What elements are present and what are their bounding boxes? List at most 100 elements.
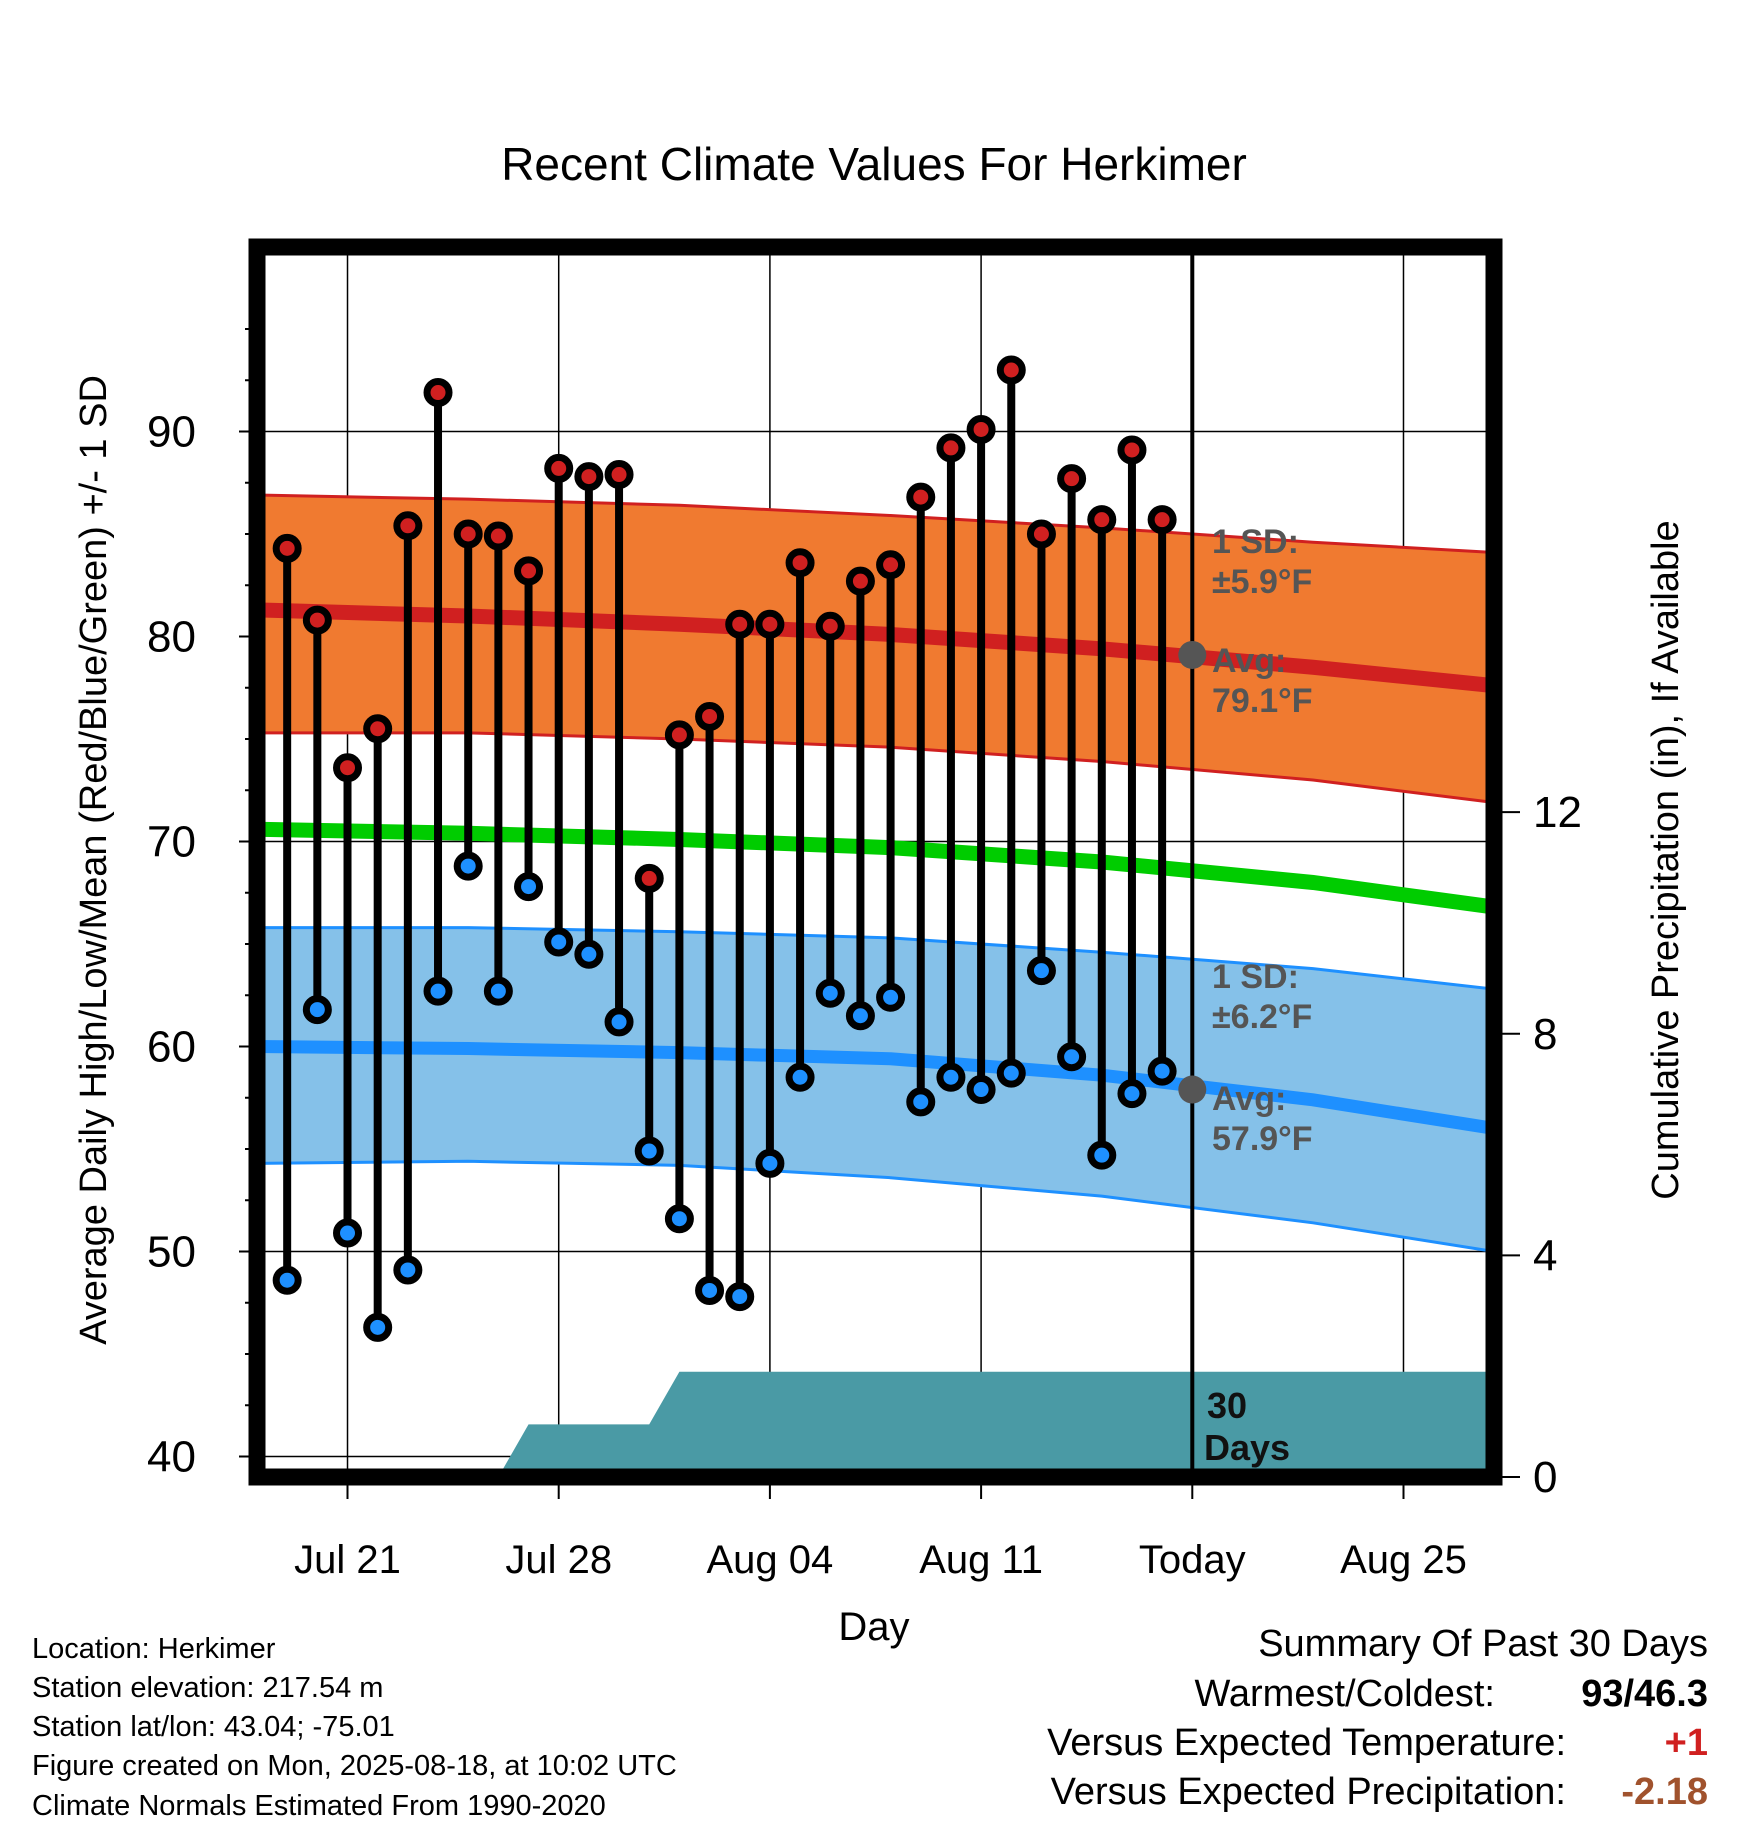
y-tick-label: 90 — [147, 408, 196, 457]
low-sd-band — [257, 927, 1494, 1252]
precip-vs-expected-label: Versus Expected Precipitation: — [1050, 1771, 1566, 1813]
daily-low-point — [996, 1058, 1026, 1088]
daily-high-point — [634, 863, 664, 893]
x-tick-label: Jul 21 — [294, 1538, 401, 1582]
grid-lines — [257, 247, 1494, 1477]
low-sd-band-lower-edge — [257, 1159, 1494, 1253]
y2-axis-label: Cumulative Precipitation (in), If Availa… — [1645, 520, 1687, 1199]
daily-high-point — [1117, 435, 1147, 465]
daily-high-point — [363, 714, 393, 744]
daily-high-point — [1147, 505, 1177, 535]
daily-high-point — [393, 511, 423, 541]
daily-low-point — [845, 1001, 875, 1031]
daily-low-point — [876, 982, 906, 1012]
precipitation-fill — [257, 1371, 1494, 1477]
daily-high-point — [514, 556, 544, 586]
normals-info: Climate Normals Estimated From 1990-2020 — [32, 1790, 606, 1822]
daily-low-point — [1026, 956, 1056, 986]
high-sd-value: ±5.9°F — [1212, 563, 1312, 601]
temp-vs-expected-value: +1 — [1664, 1722, 1708, 1764]
precipitation-area — [257, 1371, 1494, 1477]
daily-high-point — [725, 609, 755, 639]
daily-low-point — [1057, 1042, 1087, 1072]
daily-low-point — [1117, 1079, 1147, 1109]
daily-low-point — [333, 1218, 363, 1248]
daily-high-point — [664, 720, 694, 750]
daily-low-point — [1147, 1056, 1177, 1086]
daily-low-point — [604, 1007, 634, 1037]
plot-frame — [248, 238, 1503, 1486]
y-tick-label: 80 — [147, 613, 196, 662]
y2-tick-label: 12 — [1533, 788, 1582, 837]
y2-tick-label: 8 — [1533, 1010, 1557, 1059]
x-tick-label: Aug 25 — [1340, 1538, 1467, 1582]
daily-high-point — [1026, 519, 1056, 549]
daily-high-point — [272, 533, 302, 563]
x-tick-label: Today — [1139, 1538, 1246, 1582]
low-normal-line — [257, 1040, 1494, 1135]
daily-high-point — [1057, 464, 1087, 494]
created-info: Figure created on Mon, 2025-08-18, at 10… — [32, 1750, 677, 1782]
daily-low-point — [1087, 1140, 1117, 1170]
daily-high-point — [996, 355, 1026, 385]
daily-high-point — [604, 460, 634, 490]
precip-vs-expected-value: -2.18 — [1621, 1771, 1708, 1813]
daily-low-point — [272, 1265, 302, 1295]
y-tick-label: 60 — [147, 1023, 196, 1072]
daily-high-point — [483, 521, 513, 551]
y-tick-label: 70 — [147, 818, 196, 867]
daily-high-point — [695, 701, 725, 731]
x-axis-ticks: Jul 21 Jul 28 Aug 04 Aug 11 Today Aug 25 — [294, 1485, 1467, 1582]
x-tick-label: Jul 28 — [505, 1538, 612, 1582]
daily-high-point — [574, 462, 604, 492]
daily-low-point — [544, 927, 574, 957]
high-sd-label: 1 SD: — [1212, 523, 1299, 561]
daily-high-point — [785, 548, 815, 578]
daily-low-point — [363, 1312, 393, 1342]
low-sd-label: 1 SD: — [1212, 958, 1299, 996]
daily-low-point — [966, 1075, 996, 1105]
daily-high-point — [936, 433, 966, 463]
daily-low-point — [725, 1282, 755, 1312]
y-tick-label: 50 — [147, 1228, 196, 1277]
daily-high-point — [423, 378, 453, 408]
daily-low-point — [936, 1062, 966, 1092]
x-axis-label: Day — [838, 1605, 909, 1649]
daily-high-point — [906, 482, 936, 512]
warmest-coldest-label: Warmest/Coldest: — [1194, 1673, 1495, 1715]
y2-tick-label: 0 — [1533, 1453, 1557, 1502]
daily-low-point — [453, 851, 483, 881]
high-avg-label: Avg: — [1212, 642, 1286, 680]
y-axis-label: Average Daily High/Low/Mean (Red/Blue/Gr… — [73, 375, 115, 1345]
daily-low-point — [393, 1255, 423, 1285]
daily-high-point — [755, 609, 785, 639]
high-sd-band — [257, 495, 1494, 803]
temp-vs-expected-label: Versus Expected Temperature: — [1047, 1722, 1566, 1764]
daily-low-point — [695, 1275, 725, 1305]
x-tick-label: Aug 11 — [919, 1538, 1043, 1582]
normal-annotations: 1 SD: ±5.9°F Avg: 79.1°F 1 SD: ±6.2°F Av… — [1204, 523, 1313, 1468]
location-info: Location: Herkimer — [32, 1633, 276, 1665]
elevation-info: Station elevation: 217.54 m — [32, 1672, 384, 1704]
daily-high-point — [544, 453, 574, 483]
daily-high-point — [815, 611, 845, 641]
x-tick-label: Aug 04 — [707, 1538, 834, 1582]
daily-low-point — [634, 1136, 664, 1166]
warmest-coldest-value: 93/46.3 — [1581, 1673, 1708, 1715]
daily-high-point — [302, 605, 332, 635]
daily-low-point — [755, 1148, 785, 1178]
low-avg-value: 57.9°F — [1212, 1120, 1313, 1158]
daily-observations — [272, 355, 1177, 1342]
daily-high-point — [966, 414, 996, 444]
y-axis-ticks: 40 50 60 70 80 90 — [147, 328, 249, 1482]
daily-low-point — [574, 939, 604, 969]
y-tick-label: 40 — [147, 1433, 196, 1482]
low-avg-marker — [1178, 1075, 1207, 1104]
low-avg-label: Avg: — [1212, 1080, 1286, 1118]
daily-high-point — [845, 566, 875, 596]
today-avg-markers — [1178, 640, 1207, 1104]
daily-high-point — [876, 550, 906, 580]
low-sd-value: ±6.2°F — [1212, 998, 1312, 1036]
high-sd-band-upper-edge — [257, 493, 1494, 554]
